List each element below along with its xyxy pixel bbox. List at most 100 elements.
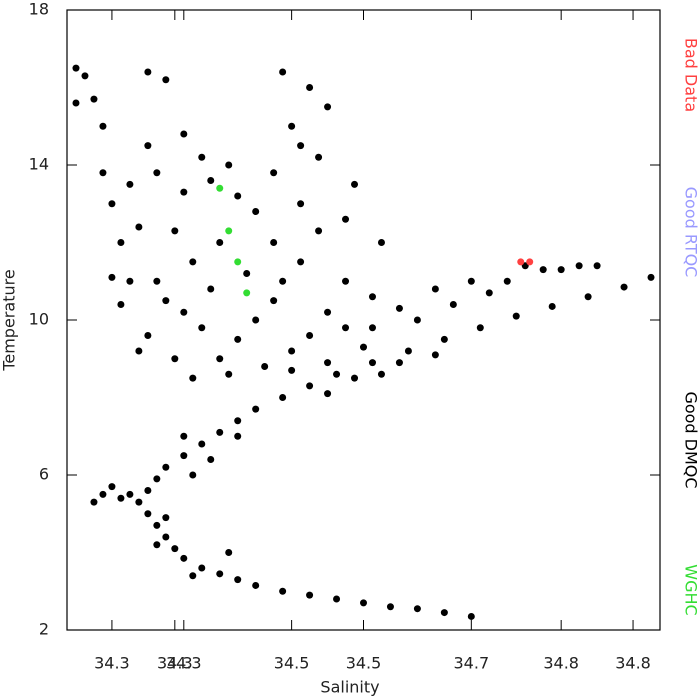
point bbox=[485, 289, 493, 297]
point bbox=[324, 103, 332, 111]
point bbox=[153, 169, 161, 177]
point bbox=[548, 302, 556, 310]
point bbox=[90, 95, 98, 103]
point bbox=[216, 570, 224, 578]
point bbox=[526, 258, 534, 266]
point bbox=[180, 130, 188, 138]
x-tick-label: 34.7 bbox=[454, 654, 490, 673]
point bbox=[189, 471, 197, 479]
point bbox=[306, 332, 314, 339]
point bbox=[333, 370, 341, 378]
point bbox=[431, 351, 439, 359]
point bbox=[288, 366, 296, 374]
point bbox=[180, 554, 188, 562]
point bbox=[153, 541, 161, 549]
point bbox=[252, 208, 260, 215]
point bbox=[216, 428, 224, 436]
point bbox=[126, 180, 134, 188]
point bbox=[207, 177, 215, 184]
point bbox=[144, 487, 152, 494]
point bbox=[342, 277, 350, 285]
point bbox=[180, 308, 188, 316]
point bbox=[81, 72, 89, 80]
y-tick-label: 18 bbox=[29, 0, 49, 19]
point bbox=[431, 285, 439, 293]
point bbox=[413, 316, 421, 324]
point bbox=[189, 572, 197, 580]
point bbox=[261, 363, 269, 370]
point bbox=[440, 609, 448, 617]
legend-entry: Good RTQC bbox=[682, 187, 700, 278]
point bbox=[234, 192, 242, 200]
point bbox=[108, 273, 116, 281]
legend-entry: Good DMQC bbox=[682, 391, 700, 488]
point bbox=[108, 483, 116, 491]
legend-entry: WGHC bbox=[682, 564, 700, 615]
point bbox=[315, 227, 323, 235]
point bbox=[171, 227, 179, 235]
point bbox=[252, 316, 260, 324]
point bbox=[180, 452, 188, 460]
point bbox=[171, 545, 179, 553]
point bbox=[333, 595, 341, 603]
point bbox=[198, 440, 206, 448]
point bbox=[584, 293, 592, 301]
point bbox=[144, 510, 152, 518]
point bbox=[72, 64, 80, 72]
point bbox=[225, 370, 233, 378]
point bbox=[539, 266, 547, 274]
point bbox=[413, 605, 421, 613]
point bbox=[234, 432, 242, 440]
point bbox=[368, 293, 376, 301]
point bbox=[270, 297, 278, 305]
point bbox=[360, 599, 367, 607]
point bbox=[207, 456, 215, 463]
point bbox=[216, 184, 224, 192]
point bbox=[620, 283, 628, 291]
point bbox=[368, 359, 376, 367]
point bbox=[117, 301, 125, 308]
point bbox=[252, 581, 260, 589]
point bbox=[395, 304, 403, 312]
point bbox=[198, 153, 206, 161]
y-axis-label: Temperature bbox=[0, 269, 19, 371]
point bbox=[306, 591, 314, 599]
point bbox=[144, 332, 152, 339]
point bbox=[252, 405, 260, 413]
point bbox=[225, 161, 233, 169]
point bbox=[315, 153, 323, 161]
point bbox=[449, 301, 457, 308]
point bbox=[324, 359, 332, 367]
point bbox=[189, 374, 197, 382]
point bbox=[126, 490, 134, 498]
point bbox=[270, 169, 278, 177]
point bbox=[342, 215, 350, 223]
point bbox=[189, 258, 197, 266]
point bbox=[351, 374, 359, 382]
point bbox=[517, 258, 525, 266]
point bbox=[216, 355, 224, 363]
point bbox=[647, 273, 655, 281]
point bbox=[99, 490, 107, 498]
x-tick-label: 34.3 bbox=[94, 654, 130, 673]
x-axis-label: Salinity bbox=[320, 678, 379, 697]
point bbox=[270, 239, 278, 246]
point bbox=[342, 324, 350, 332]
point bbox=[288, 122, 296, 130]
y-tick-label: 6 bbox=[39, 465, 49, 484]
point bbox=[297, 258, 305, 266]
point bbox=[503, 277, 511, 285]
point bbox=[162, 514, 170, 522]
point bbox=[279, 68, 287, 76]
point bbox=[99, 122, 107, 130]
point bbox=[180, 432, 188, 440]
point bbox=[126, 277, 134, 285]
x-tick-label: 34.3 bbox=[157, 654, 193, 673]
point bbox=[135, 223, 143, 231]
point bbox=[207, 285, 215, 293]
point bbox=[512, 312, 520, 320]
point bbox=[180, 188, 188, 196]
point bbox=[467, 277, 475, 285]
point bbox=[162, 297, 170, 305]
point bbox=[279, 587, 287, 595]
